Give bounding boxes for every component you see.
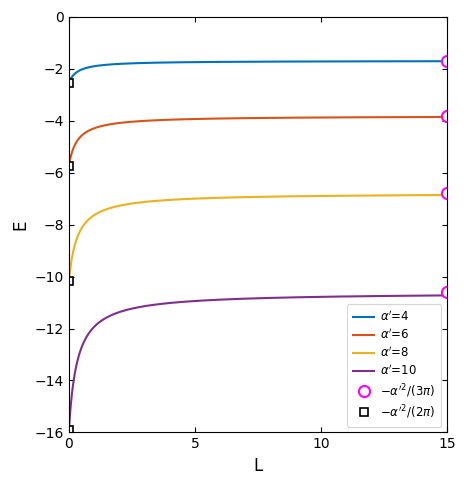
Legend: $\alpha'$=4, $\alpha'$=6, $\alpha'$=8, $\alpha'$=10, $-\alpha'^2/(3\pi)$, $-\alp: $\alpha'$=4, $\alpha'$=6, $\alpha'$=8, $… <box>347 304 441 427</box>
X-axis label: L: L <box>254 457 262 475</box>
Y-axis label: E: E <box>11 219 29 230</box>
